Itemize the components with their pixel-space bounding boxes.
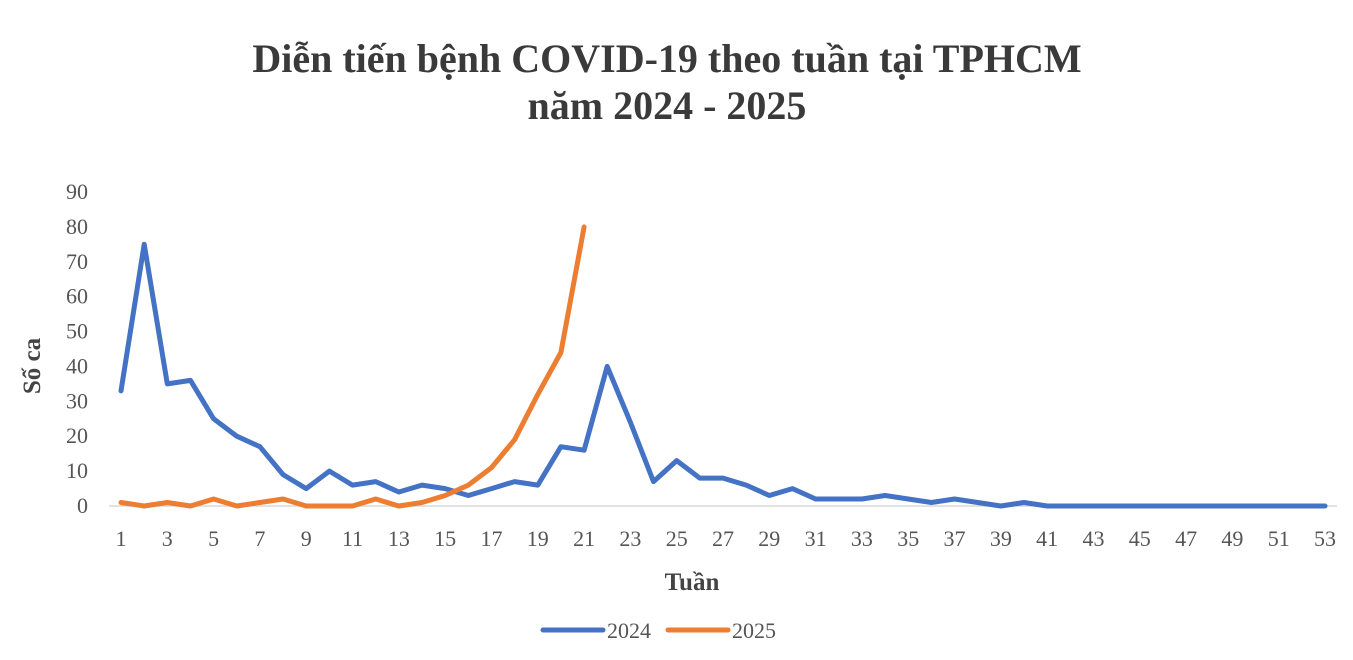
series-line-2024 [118, 241, 1328, 509]
x-tick-label: 35 [897, 526, 919, 551]
series-line-2025 [118, 224, 587, 509]
x-tick-label: 17 [480, 526, 502, 551]
x-tick-label: 41 [1036, 526, 1058, 551]
legend: 2024 2025 [540, 618, 776, 643]
x-tick-label: 9 [301, 526, 312, 551]
x-tick-label: 51 [1268, 526, 1290, 551]
y-axis-tick-labels: 0 10 20 30 40 50 60 70 80 90 [66, 179, 88, 518]
y-tick-label: 40 [66, 353, 88, 378]
x-tick-label: 25 [666, 526, 688, 551]
y-tick-label: 80 [66, 214, 88, 239]
y-axis-label: Số ca [19, 337, 46, 394]
chart-title-line-2: năm 2024 - 2025 [528, 83, 807, 128]
x-tick-label: 1 [116, 526, 127, 551]
y-tick-label: 50 [66, 319, 88, 344]
x-tick-label: 39 [990, 526, 1012, 551]
x-tick-label: 21 [573, 526, 595, 551]
y-tick-label: 20 [66, 423, 88, 448]
x-tick-label: 15 [434, 526, 456, 551]
x-tick-label: 31 [805, 526, 827, 551]
x-axis-tick-labels: 1 3 5 7 9 11 13 15 17 19 21 23 25 27 29 31 33 35 37 39 41 43 4… [116, 526, 1337, 551]
x-tick-label: 7 [254, 526, 265, 551]
y-tick-label: 90 [66, 179, 88, 204]
x-tick-label: 37 [944, 526, 966, 551]
y-tick-label: 10 [66, 458, 88, 483]
y-tick-label: 60 [66, 284, 88, 309]
legend-label-2024: 2024 [607, 618, 651, 643]
x-tick-label: 47 [1175, 526, 1197, 551]
x-axis-label: Tuần [665, 569, 720, 596]
x-tick-label: 5 [208, 526, 219, 551]
x-tick-label: 19 [527, 526, 549, 551]
x-tick-label: 23 [619, 526, 641, 551]
x-tick-label: 53 [1314, 526, 1336, 551]
x-tick-label: 27 [712, 526, 734, 551]
series-lines [118, 224, 1328, 509]
x-tick-label: 13 [388, 526, 410, 551]
y-tick-label: 70 [66, 249, 88, 274]
y-tick-label: 0 [77, 493, 88, 518]
x-tick-label: 33 [851, 526, 873, 551]
legend-label-2025: 2025 [732, 618, 776, 643]
x-tick-label: 11 [342, 526, 363, 551]
x-tick-label: 45 [1129, 526, 1151, 551]
y-tick-label: 30 [66, 388, 88, 413]
x-tick-label: 3 [162, 526, 173, 551]
chart-title-line-1: Diễn tiến bệnh COVID-19 theo tuần tại TP… [252, 36, 1081, 81]
x-tick-label: 29 [758, 526, 780, 551]
x-tick-label: 49 [1221, 526, 1243, 551]
x-tick-label: 43 [1082, 526, 1104, 551]
